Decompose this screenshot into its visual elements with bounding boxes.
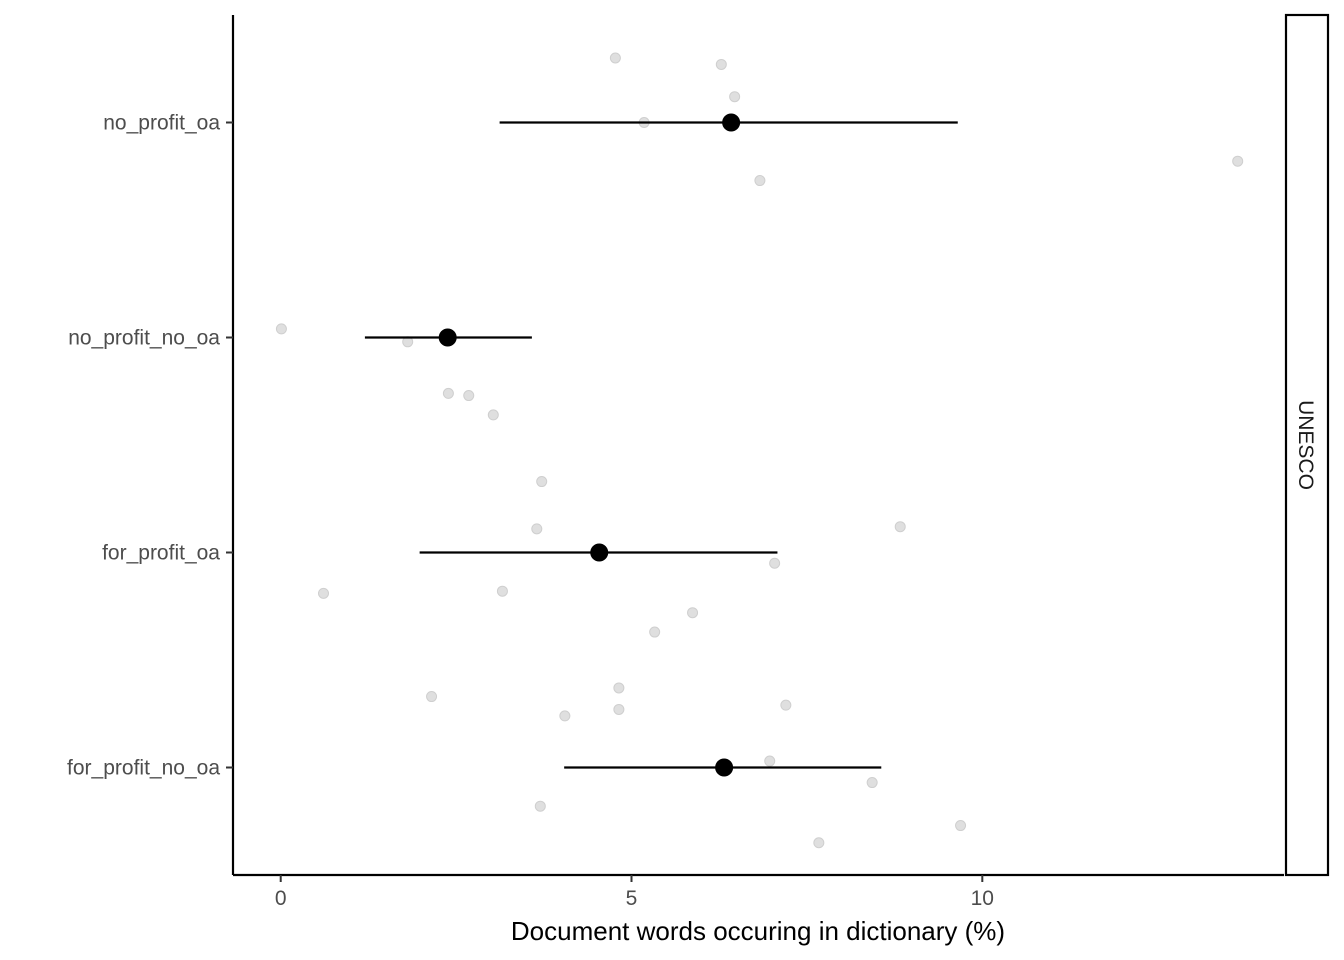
y-tick-label: no_profit_oa xyxy=(103,112,220,135)
data-point xyxy=(534,800,546,812)
mean-point-for_profit_no_oa xyxy=(715,758,734,777)
mean-point-for_profit_oa xyxy=(590,543,609,562)
x-axis-title: Document words occuring in dictionary (%… xyxy=(511,916,1005,946)
data-point xyxy=(531,523,543,535)
y-tick-label: no_profit_no_oa xyxy=(68,327,220,350)
data-point xyxy=(729,91,741,103)
jitter-points xyxy=(275,52,1244,849)
axes xyxy=(231,15,1284,877)
data-point xyxy=(536,476,548,488)
x-tick-label: 10 xyxy=(971,887,994,910)
data-point xyxy=(496,585,508,597)
data-point xyxy=(1232,155,1244,167)
data-point xyxy=(894,521,906,533)
data-point xyxy=(687,607,699,619)
data-point xyxy=(866,777,878,789)
data-point xyxy=(613,703,625,715)
data-point xyxy=(609,52,621,64)
data-point xyxy=(275,323,287,335)
mean-point-no_profit_no_oa xyxy=(438,328,457,347)
facet-strip-box xyxy=(1284,13,1330,877)
data-point xyxy=(487,409,499,421)
data-point xyxy=(613,682,625,694)
summary-intervals xyxy=(364,113,958,777)
data-point xyxy=(426,691,438,703)
y-ticks: no_profit_oa no_profit_no_oa for_profit_oa… xyxy=(67,112,233,780)
data-point xyxy=(559,710,571,722)
x-ticks: 0 5 10 xyxy=(275,875,994,910)
y-tick-label: for_profit_oa xyxy=(102,542,220,565)
facet-strip-label: UNESCO xyxy=(1294,400,1317,490)
data-point xyxy=(780,699,792,711)
data-point xyxy=(649,626,661,638)
data-point xyxy=(715,58,727,70)
x-tick-label: 5 xyxy=(626,887,638,910)
facet-strip: UNESCO xyxy=(1284,13,1330,877)
data-point xyxy=(764,755,776,767)
x-tick-label: 0 xyxy=(275,887,287,910)
data-point xyxy=(813,837,825,849)
mean-point-no_profit_oa xyxy=(722,113,741,132)
data-point xyxy=(318,587,330,599)
data-point xyxy=(463,390,475,402)
data-point xyxy=(442,387,454,399)
y-tick-label: for_profit_no_oa xyxy=(67,757,220,780)
data-point xyxy=(955,820,967,832)
data-point xyxy=(754,175,766,187)
data-point xyxy=(769,557,781,569)
